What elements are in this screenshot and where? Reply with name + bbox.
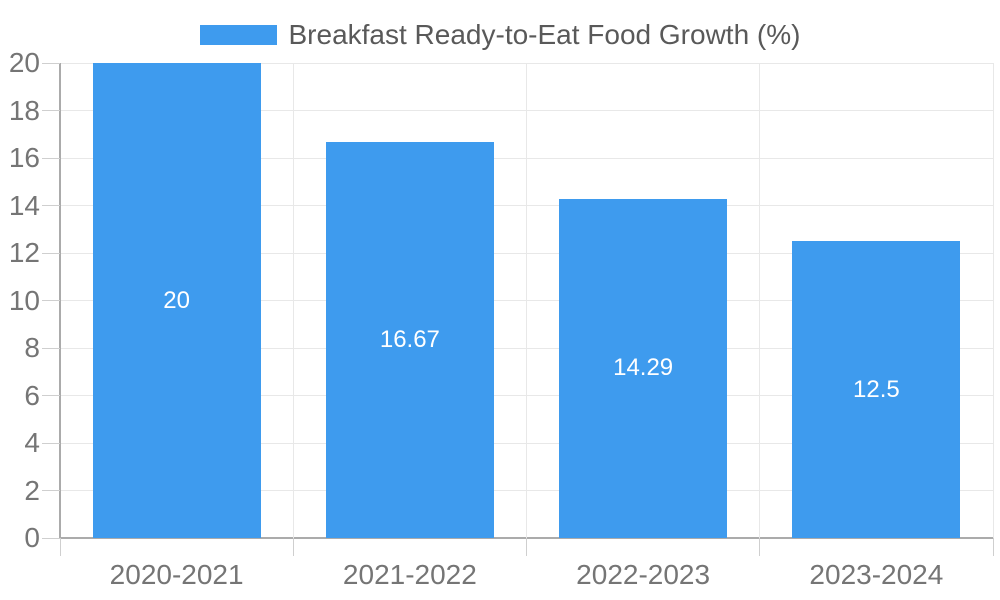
y-tick-mark bbox=[42, 62, 60, 64]
x-axis-tick-label: 2021-2022 bbox=[342, 559, 477, 590]
y-tick-mark bbox=[42, 300, 60, 301]
y-tick-mark bbox=[42, 395, 60, 396]
bar bbox=[792, 241, 961, 538]
x-axis-tick-label: 2022-2023 bbox=[576, 559, 711, 590]
x-tick-mark bbox=[292, 538, 294, 556]
y-tick-mark bbox=[42, 157, 60, 159]
y-axis-tick-label: 6 bbox=[24, 379, 40, 411]
legend-label: Breakfast Ready-to-Eat Food Growth (%) bbox=[288, 19, 801, 50]
y-tick-mark bbox=[42, 347, 60, 349]
y-axis-tick-label: 14 bbox=[8, 189, 40, 221]
bar-value-label: 14.29 bbox=[613, 354, 674, 382]
y-axis-tick-label: 4 bbox=[24, 427, 40, 458]
y-tick-mark bbox=[42, 537, 60, 539]
chart-legend[interactable]: Breakfast Ready-to-Eat Food Growth (%) bbox=[0, 21, 1000, 49]
x-tick-mark bbox=[526, 538, 527, 556]
y-axis-tick-label: 0 bbox=[24, 522, 40, 553]
x-gridline bbox=[759, 63, 761, 538]
x-gridline bbox=[526, 63, 527, 538]
x-tick-mark bbox=[992, 538, 994, 556]
y-axis-tick-label: 16 bbox=[8, 142, 40, 173]
y-axis-tick-label: 12 bbox=[8, 237, 40, 268]
y-axis-line bbox=[59, 63, 61, 538]
bar bbox=[92, 63, 261, 538]
bar-value-label: 12.5 bbox=[853, 375, 900, 403]
bar bbox=[325, 142, 494, 538]
y-tick-mark bbox=[42, 490, 60, 491]
bar bbox=[559, 198, 728, 538]
x-tick-mark bbox=[59, 538, 61, 556]
y-axis-tick-label: 18 bbox=[8, 94, 40, 126]
y-tick-mark bbox=[42, 252, 60, 254]
y-tick-mark bbox=[42, 110, 60, 111]
y-axis-tick-label: 2 bbox=[24, 474, 40, 506]
y-axis-tick-label: 20 bbox=[8, 47, 40, 78]
y-axis-tick-label: 8 bbox=[24, 332, 40, 363]
x-axis-tick-label: 2020-2021 bbox=[109, 559, 244, 590]
x-axis-tick-label: 2023-2024 bbox=[809, 559, 944, 590]
x-gridline bbox=[292, 63, 294, 538]
bar-value-label: 16.67 bbox=[379, 326, 440, 354]
bar-value-label: 20 bbox=[163, 286, 190, 314]
y-tick-mark bbox=[42, 205, 60, 206]
plot-right-border bbox=[992, 63, 994, 538]
x-tick-mark bbox=[759, 538, 761, 556]
y-axis-tick-label: 10 bbox=[8, 284, 40, 316]
y-tick-mark bbox=[42, 442, 60, 444]
legend-swatch bbox=[199, 25, 277, 45]
